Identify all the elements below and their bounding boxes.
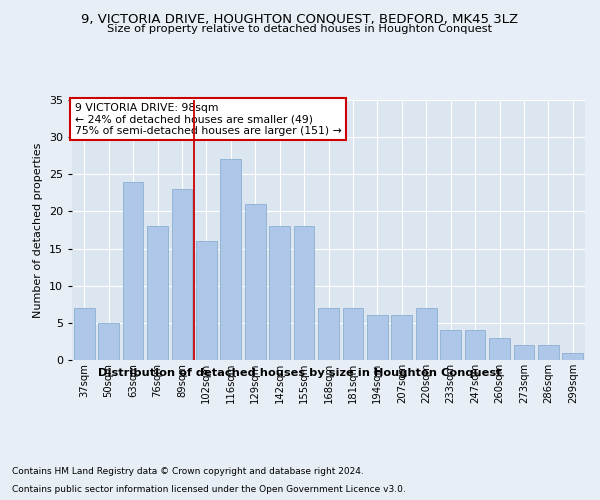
Text: Distribution of detached houses by size in Houghton Conquest: Distribution of detached houses by size … [98, 368, 502, 378]
Bar [343, 308, 364, 360]
Bar [147, 226, 168, 360]
Y-axis label: Number of detached properties: Number of detached properties [33, 142, 43, 318]
Bar [172, 189, 193, 360]
Bar [440, 330, 461, 360]
Bar [122, 182, 143, 360]
Bar [416, 308, 437, 360]
Bar [74, 308, 95, 360]
Text: 9, VICTORIA DRIVE, HOUGHTON CONQUEST, BEDFORD, MK45 3LZ: 9, VICTORIA DRIVE, HOUGHTON CONQUEST, BE… [82, 12, 518, 26]
Bar [514, 345, 535, 360]
Bar [489, 338, 510, 360]
Text: Size of property relative to detached houses in Houghton Conquest: Size of property relative to detached ho… [107, 24, 493, 34]
Bar [220, 160, 241, 360]
Bar [391, 316, 412, 360]
Bar [196, 241, 217, 360]
Text: Contains public sector information licensed under the Open Government Licence v3: Contains public sector information licen… [12, 485, 406, 494]
Bar [538, 345, 559, 360]
Bar [269, 226, 290, 360]
Bar [318, 308, 339, 360]
Text: Contains HM Land Registry data © Crown copyright and database right 2024.: Contains HM Land Registry data © Crown c… [12, 467, 364, 476]
Bar [98, 323, 119, 360]
Bar [293, 226, 314, 360]
Bar [367, 316, 388, 360]
Text: 9 VICTORIA DRIVE: 98sqm
← 24% of detached houses are smaller (49)
75% of semi-de: 9 VICTORIA DRIVE: 98sqm ← 24% of detache… [74, 102, 341, 136]
Bar [562, 352, 583, 360]
Bar [464, 330, 485, 360]
Bar [245, 204, 266, 360]
